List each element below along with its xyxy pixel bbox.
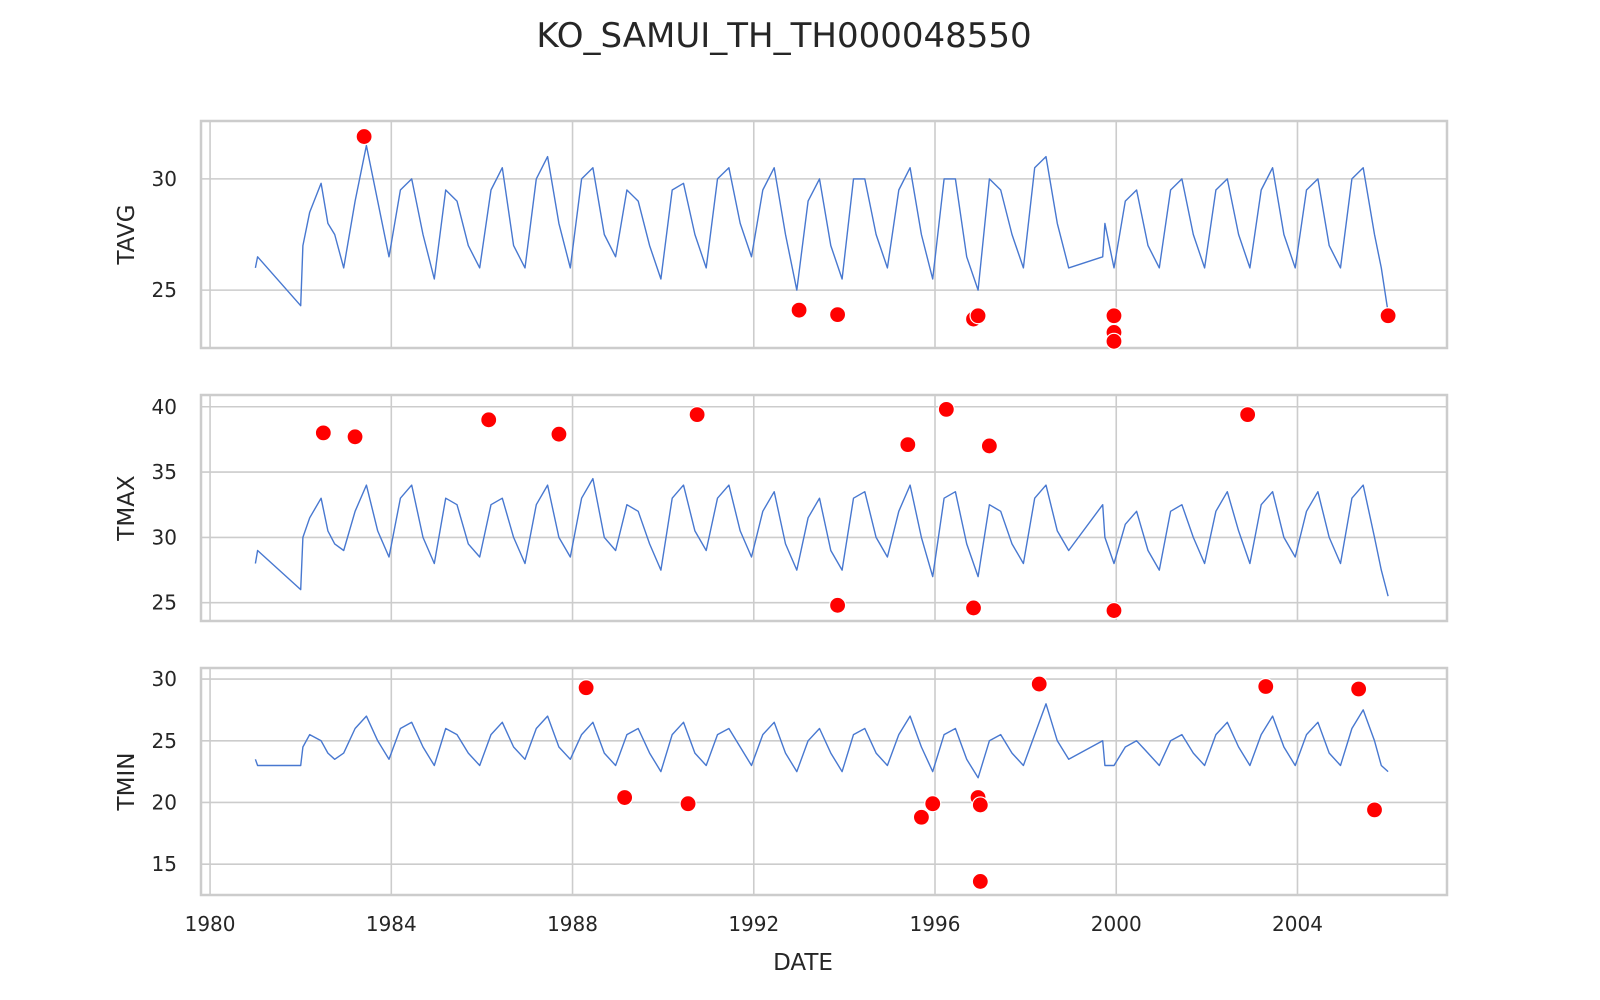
outlier-point <box>1365 801 1384 819</box>
outlier-point <box>828 596 847 614</box>
y-tick-label: 20 <box>152 790 177 814</box>
panels-group: 25 30 TAVG 25 30 35 40 TMAX 15 20 25 30 TMIN 1980 1984… <box>114 119 1449 936</box>
outlier-point <box>346 428 364 446</box>
y-axis-label: TAVG <box>114 204 140 265</box>
outlier-point <box>971 872 989 891</box>
outlier-point <box>790 301 808 319</box>
outlier-point <box>980 437 998 455</box>
x-tick-label: 2004 <box>1272 912 1323 936</box>
panel-tavg: 25 30 TAVG <box>114 119 1449 350</box>
x-tick-label: 1980 <box>185 912 236 936</box>
x-tick-label: 1988 <box>547 912 598 936</box>
y-axis-label: TMIN <box>114 753 140 812</box>
x-axis-ticks: 1980 1984 1988 1992 1996 2000 2004 <box>185 912 1323 936</box>
outlier-point <box>679 795 697 813</box>
outlier-point <box>1105 601 1123 620</box>
x-tick-label: 1992 <box>728 912 779 936</box>
x-tick-label: 1984 <box>366 912 417 936</box>
outlier-point <box>1030 675 1048 693</box>
outlier-point <box>828 306 847 324</box>
series-line-tavg <box>254 144 1389 313</box>
panel-tmax: 25 30 35 40 TMAX <box>114 393 1449 623</box>
outlier-point <box>1350 680 1368 698</box>
chart-title: KO_SAMUI_TH_TH000048550 <box>536 16 1031 56</box>
outlier-point <box>688 405 706 424</box>
y-tick-label: 30 <box>152 167 177 191</box>
outlier-point <box>924 795 942 813</box>
outlier-point <box>1379 307 1397 325</box>
y-axis-label: TMAX <box>114 475 140 542</box>
y-tick-label: 40 <box>152 395 177 419</box>
series-line-tmin <box>254 703 1389 779</box>
outlier-point <box>912 808 931 826</box>
outlier-point <box>1239 405 1257 424</box>
x-tick-label: 2000 <box>1091 912 1142 936</box>
x-axis-label: DATE <box>773 950 833 976</box>
y-tick-label: 25 <box>152 591 177 615</box>
outlier-point <box>1257 677 1275 696</box>
plot-frame <box>199 393 1449 623</box>
plot-frame <box>199 666 1449 897</box>
outlier-point <box>899 436 917 454</box>
outlier-point <box>480 411 498 429</box>
outlier-point <box>577 679 595 697</box>
outlier-point <box>1105 332 1123 350</box>
y-tick-label: 25 <box>152 278 177 302</box>
outlier-point <box>964 599 983 617</box>
y-tick-label: 25 <box>152 729 177 753</box>
plot-frame <box>199 119 1449 350</box>
series-line-tmax <box>254 477 1389 597</box>
panel-tmin: 15 20 25 30 TMIN <box>114 666 1449 897</box>
outlier-point <box>937 400 955 418</box>
x-tick-label: 1996 <box>910 912 961 936</box>
outlier-point <box>616 788 634 807</box>
outlier-point <box>314 424 332 442</box>
outlier-point <box>355 127 373 146</box>
y-tick-label: 15 <box>152 852 177 876</box>
outlier-point <box>971 796 989 814</box>
y-tick-label: 30 <box>152 525 177 549</box>
outlier-point <box>1105 307 1123 325</box>
outlier-point <box>550 425 568 443</box>
y-tick-label: 30 <box>152 667 177 691</box>
outlier-point <box>969 307 987 325</box>
y-tick-label: 35 <box>152 460 177 484</box>
